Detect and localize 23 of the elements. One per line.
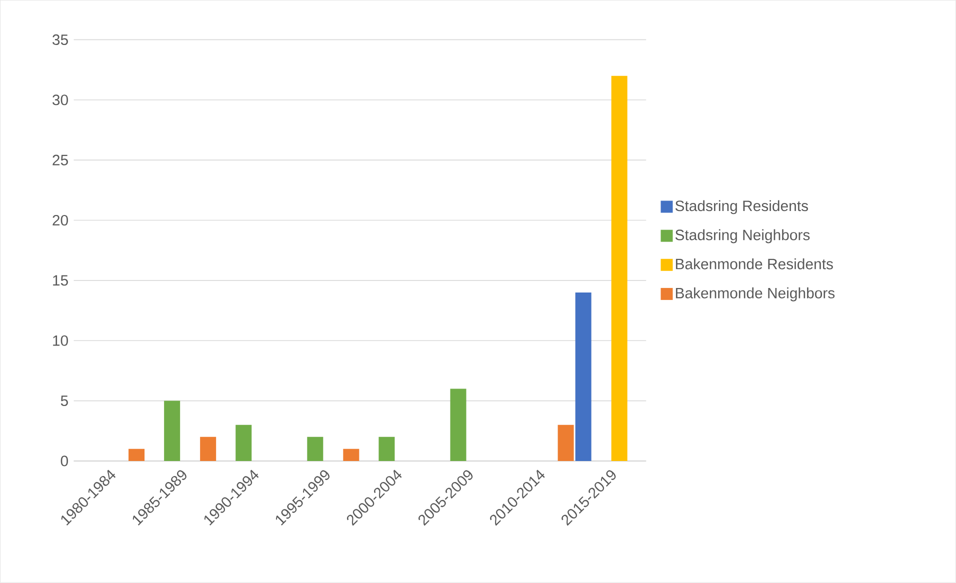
y-tick-label: 30 bbox=[52, 94, 68, 106]
legend-label: Stadsring Residents bbox=[675, 200, 808, 214]
legend-label: Bakenmonde Neighbors bbox=[676, 288, 835, 302]
y-tick-label: 15 bbox=[53, 275, 68, 286]
legend-label: Bakenmonde Residents bbox=[676, 258, 833, 270]
y-tick-label: 10 bbox=[53, 335, 68, 346]
bar bbox=[378, 437, 395, 462]
y-tick-label: 20 bbox=[52, 215, 68, 226]
bar bbox=[343, 449, 360, 462]
y-tick-label: 35 bbox=[52, 34, 68, 46]
bar bbox=[307, 437, 324, 462]
legend-label: Stadsring Neighbors bbox=[675, 229, 810, 244]
y-tick-label: 5 bbox=[60, 396, 68, 406]
bar bbox=[558, 424, 574, 462]
bar bbox=[575, 292, 592, 462]
bar bbox=[236, 424, 252, 462]
bar bbox=[200, 437, 216, 462]
bar bbox=[128, 449, 145, 462]
bar bbox=[450, 388, 466, 462]
y-tick-label: 25 bbox=[52, 154, 68, 166]
bar bbox=[611, 76, 628, 462]
bar bbox=[164, 400, 180, 462]
y-tick-label: 0 bbox=[60, 456, 68, 466]
